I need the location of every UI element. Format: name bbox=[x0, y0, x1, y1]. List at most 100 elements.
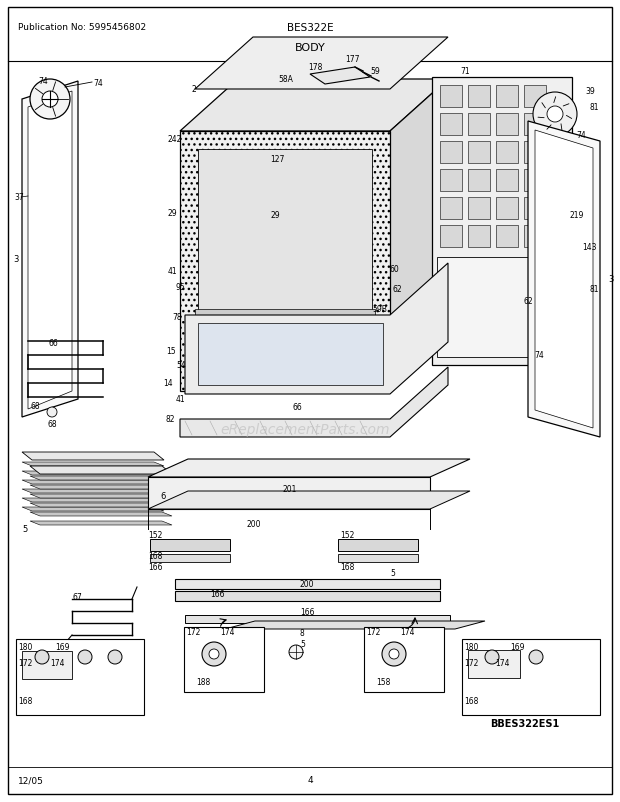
Bar bbox=[338, 554, 418, 562]
Text: 152: 152 bbox=[148, 531, 162, 540]
Text: 74: 74 bbox=[534, 351, 544, 360]
Text: 180: 180 bbox=[464, 642, 479, 652]
Text: 67: 67 bbox=[72, 593, 82, 602]
Bar bbox=[496, 142, 518, 164]
Text: 201: 201 bbox=[283, 485, 298, 494]
Circle shape bbox=[533, 93, 577, 137]
Text: 60: 60 bbox=[390, 265, 400, 274]
Text: 66: 66 bbox=[293, 403, 303, 412]
Bar bbox=[462, 639, 600, 715]
Polygon shape bbox=[22, 498, 164, 502]
Bar bbox=[16, 639, 144, 715]
Bar bbox=[496, 170, 518, 192]
Polygon shape bbox=[148, 492, 470, 509]
Text: 12/05: 12/05 bbox=[18, 776, 44, 784]
Text: 5: 5 bbox=[390, 569, 395, 577]
Text: 4: 4 bbox=[307, 776, 313, 784]
Bar bbox=[150, 539, 230, 551]
Circle shape bbox=[47, 407, 57, 418]
Circle shape bbox=[108, 650, 122, 664]
Text: 37: 37 bbox=[14, 193, 24, 202]
Bar bbox=[195, 310, 375, 316]
Text: 66: 66 bbox=[48, 339, 58, 348]
Bar bbox=[524, 170, 546, 192]
Bar bbox=[524, 198, 546, 220]
Text: 41: 41 bbox=[168, 267, 177, 276]
Text: 71: 71 bbox=[460, 67, 469, 76]
Bar bbox=[524, 86, 546, 107]
Text: 169: 169 bbox=[510, 642, 525, 652]
Polygon shape bbox=[30, 504, 172, 508]
Bar bbox=[440, 198, 462, 220]
Polygon shape bbox=[30, 467, 172, 475]
Bar bbox=[437, 257, 567, 358]
Circle shape bbox=[30, 80, 70, 119]
Circle shape bbox=[202, 642, 226, 666]
Text: BES322E: BES322E bbox=[286, 23, 334, 33]
Polygon shape bbox=[180, 367, 448, 437]
Text: 168: 168 bbox=[18, 697, 32, 706]
Text: 68: 68 bbox=[30, 402, 40, 411]
Polygon shape bbox=[28, 92, 72, 410]
Bar bbox=[524, 225, 546, 248]
Text: BODY: BODY bbox=[294, 43, 326, 53]
Text: 166: 166 bbox=[148, 563, 162, 572]
Polygon shape bbox=[185, 615, 450, 623]
Polygon shape bbox=[175, 579, 440, 589]
Text: 143: 143 bbox=[582, 243, 596, 252]
Polygon shape bbox=[22, 489, 164, 493]
Text: 174: 174 bbox=[50, 658, 64, 668]
Bar bbox=[496, 86, 518, 107]
Polygon shape bbox=[528, 122, 600, 437]
Text: 172: 172 bbox=[18, 658, 32, 668]
Bar bbox=[338, 539, 418, 551]
Text: 95: 95 bbox=[175, 283, 185, 292]
Bar bbox=[524, 142, 546, 164]
Circle shape bbox=[209, 649, 219, 659]
Polygon shape bbox=[30, 476, 172, 480]
Bar bbox=[468, 225, 490, 248]
Bar bbox=[440, 142, 462, 164]
Text: 158: 158 bbox=[376, 678, 391, 687]
Text: 39: 39 bbox=[585, 87, 595, 96]
Polygon shape bbox=[22, 508, 164, 512]
Text: 74: 74 bbox=[93, 79, 103, 87]
Text: 166: 166 bbox=[210, 589, 224, 599]
Text: 168: 168 bbox=[340, 563, 355, 572]
Polygon shape bbox=[22, 452, 164, 460]
Text: 58A: 58A bbox=[278, 75, 293, 84]
Text: 41: 41 bbox=[176, 395, 185, 404]
Polygon shape bbox=[180, 80, 448, 132]
Text: 82: 82 bbox=[165, 415, 174, 424]
Bar bbox=[184, 627, 264, 692]
Circle shape bbox=[35, 650, 49, 664]
Text: 168: 168 bbox=[464, 697, 479, 706]
Text: 14: 14 bbox=[163, 379, 172, 388]
Text: 242: 242 bbox=[167, 136, 182, 144]
Text: 62: 62 bbox=[524, 297, 534, 306]
Text: 81: 81 bbox=[590, 286, 600, 294]
Bar bbox=[468, 114, 490, 136]
Text: 74: 74 bbox=[38, 78, 48, 87]
Polygon shape bbox=[22, 472, 164, 476]
Circle shape bbox=[529, 650, 543, 664]
Bar bbox=[524, 114, 546, 136]
Bar bbox=[440, 170, 462, 192]
Text: 59: 59 bbox=[370, 67, 379, 76]
Polygon shape bbox=[30, 494, 172, 498]
Text: 180: 180 bbox=[18, 642, 32, 652]
Text: 200: 200 bbox=[300, 580, 314, 589]
Text: 3: 3 bbox=[608, 275, 613, 284]
Polygon shape bbox=[30, 485, 172, 489]
Text: Publication No: 5995456802: Publication No: 5995456802 bbox=[18, 23, 146, 32]
Circle shape bbox=[485, 650, 499, 664]
Bar bbox=[468, 650, 520, 678]
Text: 172: 172 bbox=[186, 628, 200, 637]
Text: 152: 152 bbox=[340, 531, 355, 540]
Text: 127: 127 bbox=[270, 156, 285, 164]
Text: eReplacementParts.com: eReplacementParts.com bbox=[220, 423, 390, 436]
Circle shape bbox=[78, 650, 92, 664]
Bar bbox=[440, 114, 462, 136]
Text: 3: 3 bbox=[13, 255, 19, 264]
Text: 168: 168 bbox=[148, 552, 162, 561]
